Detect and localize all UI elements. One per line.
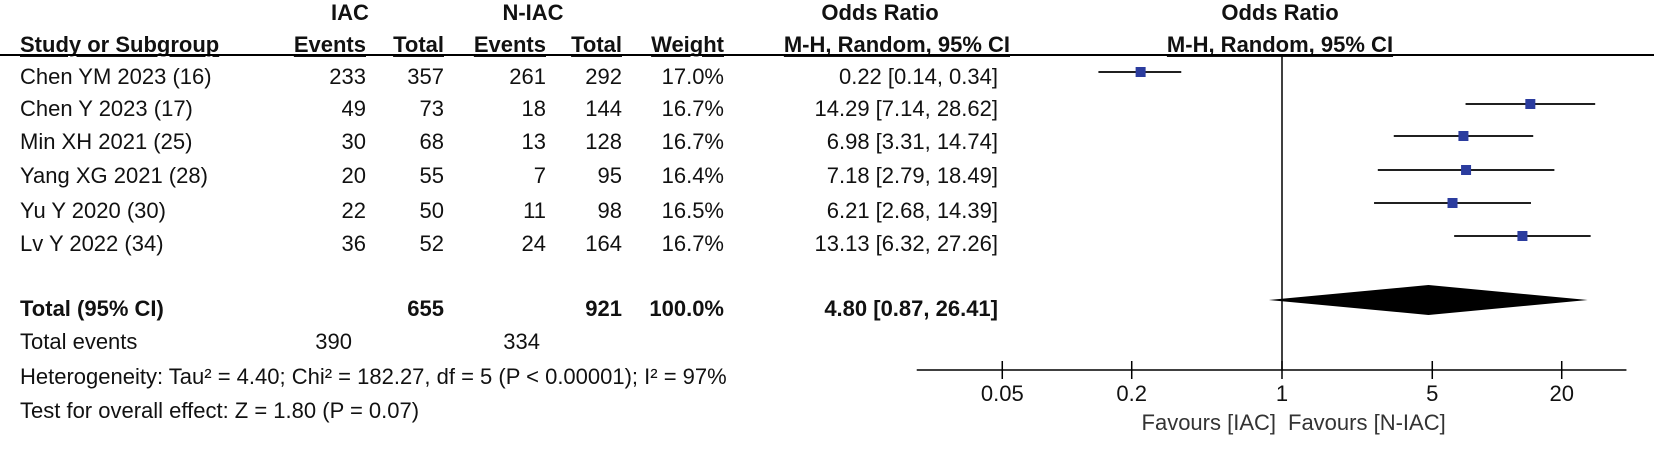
- weight-header: Weight: [651, 32, 724, 57]
- niac-events: 11: [523, 198, 546, 223]
- study-name: Chen Y 2023 (17): [20, 96, 193, 121]
- iac-events: 30: [341, 129, 366, 154]
- total-iac: 655: [407, 296, 444, 321]
- plot-odds-ratio-header: Odds Ratio: [1221, 0, 1339, 25]
- heterogeneity-stats: Heterogeneity: Tau² = 4.40; Chi² = 182.2…: [20, 364, 727, 389]
- point-marker: [1458, 131, 1469, 141]
- odds-ratio-header: Odds Ratio: [821, 0, 939, 25]
- point-marker: [1525, 99, 1536, 109]
- niac-events: 13: [521, 129, 546, 154]
- iac-group-header: IAC: [331, 0, 369, 25]
- study-name: Chen YM 2023 (16): [20, 64, 212, 89]
- study-name: Yu Y 2020 (30): [20, 198, 166, 223]
- favours-left-label: Favours [IAC]: [1142, 410, 1276, 435]
- niac-events: 7: [533, 163, 546, 188]
- iac-total-header: Total: [393, 32, 444, 57]
- niac-total: 144: [585, 96, 622, 121]
- weight: 16.4%: [661, 163, 724, 188]
- plot-ci-header: M-H, Random, 95% CI: [1166, 32, 1394, 57]
- study-name: Lv Y 2022 (34): [20, 231, 164, 256]
- favours-right-label: Favours [N-IAC]: [1288, 410, 1446, 435]
- iac-total: 68: [419, 129, 444, 154]
- iac-events: 233: [329, 64, 366, 89]
- niac-group-header: N-IAC: [502, 0, 564, 25]
- niac-events: 261: [509, 64, 546, 89]
- iac-events: 36: [341, 231, 366, 256]
- iac-total: 73: [419, 96, 444, 121]
- point-marker: [1135, 67, 1146, 77]
- header-rule: [0, 54, 1654, 56]
- niac-total: 128: [585, 129, 622, 154]
- weight: 16.5%: [661, 198, 724, 223]
- total-events-niac: 334: [503, 329, 540, 354]
- or-ci: 0.22 [0.14, 0.34]: [838, 64, 998, 89]
- iac-total: 55: [419, 163, 444, 188]
- or-ci: 6.21 [2.68, 14.39]: [826, 198, 998, 223]
- niac-events: 18: [521, 96, 546, 121]
- pooled-diamond: [1268, 285, 1588, 315]
- iac-events-header: Events: [293, 32, 366, 57]
- study-name: Min XH 2021 (25): [20, 129, 193, 154]
- study-column-header: Study or Subgroup: [20, 32, 220, 57]
- point-marker: [1447, 198, 1458, 208]
- weight: 16.7%: [661, 129, 724, 154]
- or-ci: 7.18 [2.79, 18.49]: [826, 163, 998, 188]
- tick-label: 1: [1276, 381, 1288, 406]
- overall-effect-test: Test for overall effect: Z = 1.80 (P = 0…: [20, 398, 420, 423]
- or-ci: 6.98 [3.31, 14.74]: [826, 129, 998, 154]
- total-or-ci: 4.80 [0.87, 26.41]: [824, 296, 998, 321]
- point-marker: [1461, 165, 1472, 175]
- iac-events: 49: [341, 96, 366, 121]
- iac-events: 20: [341, 163, 366, 188]
- point-marker: [1517, 231, 1528, 241]
- study-name: Yang XG 2021 (28): [20, 163, 208, 188]
- tick-label: 5: [1426, 381, 1438, 406]
- tick-label: 20: [1549, 381, 1573, 406]
- niac-total-header: Total: [571, 32, 622, 57]
- weight: 17.0%: [661, 64, 724, 89]
- iac-total: 50: [419, 198, 444, 223]
- niac-total: 292: [585, 64, 622, 89]
- tick-label: 0.2: [1116, 381, 1147, 406]
- weight: 16.7%: [661, 96, 724, 121]
- niac-total: 164: [585, 231, 622, 256]
- or-ci-header: M-H, Random, 95% CI: [783, 32, 1010, 57]
- niac-events-header: Events: [473, 32, 546, 57]
- tick-label: 0.05: [981, 381, 1024, 406]
- iac-total: 52: [419, 231, 444, 256]
- total-events-label: Total events: [20, 329, 138, 354]
- total-weight: 100.0%: [649, 296, 724, 321]
- total-events-iac: 390: [315, 329, 352, 354]
- niac-total: 95: [597, 163, 622, 188]
- niac-events: 24: [521, 231, 546, 256]
- iac-events: 22: [341, 198, 366, 223]
- total-label: Total (95% CI): [20, 296, 164, 321]
- weight: 16.7%: [661, 231, 724, 256]
- total-niac: 921: [585, 296, 622, 321]
- or-ci: 13.13 [6.32, 27.26]: [814, 231, 999, 256]
- or-ci: 14.29 [7.14, 28.62]: [814, 96, 999, 121]
- iac-total: 357: [407, 64, 444, 89]
- niac-total: 98: [597, 198, 622, 223]
